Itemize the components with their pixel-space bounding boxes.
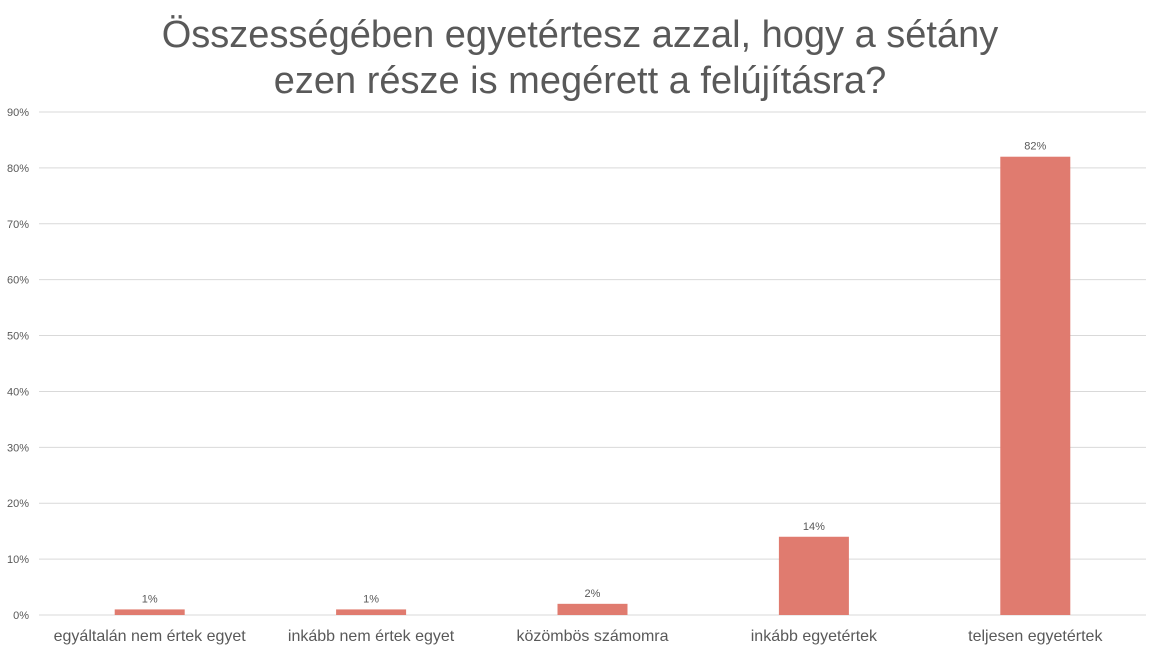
bar bbox=[336, 609, 407, 615]
bar bbox=[778, 536, 849, 615]
y-tick-label: 50% bbox=[7, 331, 29, 343]
chart-title: Összességében egyetértesz azzal, hogy a … bbox=[0, 12, 1160, 104]
y-tick-label: 30% bbox=[7, 442, 29, 454]
data-label: 2% bbox=[585, 588, 601, 600]
bar bbox=[557, 603, 628, 615]
y-tick-label: 70% bbox=[7, 219, 29, 231]
data-label: 1% bbox=[142, 593, 158, 605]
data-label: 1% bbox=[363, 593, 379, 605]
data-label: 82% bbox=[1024, 141, 1046, 153]
chart-title-line-1: Összességében egyetértesz azzal, hogy a … bbox=[161, 14, 999, 56]
bar bbox=[114, 609, 185, 615]
x-tick-label: inkább egyetértek bbox=[751, 628, 878, 645]
x-tick-label: közömbös számomra bbox=[516, 628, 668, 645]
y-tick-label: 20% bbox=[7, 498, 29, 510]
y-tick-label: 60% bbox=[7, 275, 29, 287]
y-tick-label: 90% bbox=[7, 107, 29, 119]
y-tick-label: 0% bbox=[13, 610, 29, 622]
bar bbox=[1000, 156, 1071, 615]
y-tick-label: 10% bbox=[7, 554, 29, 566]
x-tick-label: egyáltalán nem értek egyet bbox=[54, 628, 247, 645]
x-tick-label: inkább nem értek egyet bbox=[288, 628, 455, 645]
y-tick-label: 80% bbox=[7, 163, 29, 175]
x-tick-label: teljesen egyetértek bbox=[968, 628, 1103, 645]
chart-title-line-2: ezen része is megérett a felújításra? bbox=[273, 60, 887, 102]
data-label: 14% bbox=[803, 521, 825, 533]
y-tick-label: 40% bbox=[7, 386, 29, 398]
